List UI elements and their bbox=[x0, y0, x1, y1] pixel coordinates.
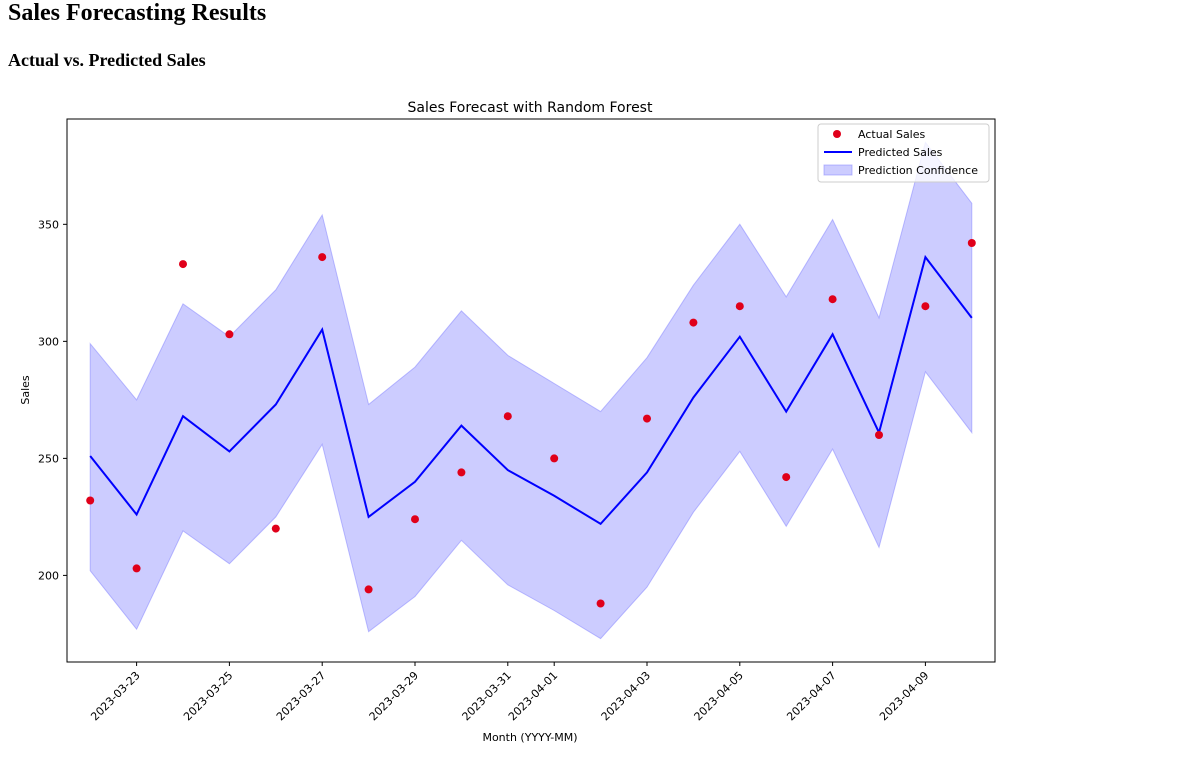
actual-sales-point bbox=[735, 302, 744, 311]
x-tick-label: 2023-04-05 bbox=[692, 669, 746, 723]
actual-sales-point bbox=[875, 431, 883, 439]
confidence-band bbox=[89, 141, 973, 640]
y-tick-label: 350 bbox=[38, 218, 59, 231]
actual-sales-point bbox=[225, 330, 234, 339]
x-axis-ticks: 2023-03-23 2023-03-25 2023-03-27 2023-03-29… bbox=[88, 662, 932, 723]
x-tick-label: 2023-03-23 bbox=[88, 669, 142, 723]
y-tick-label: 200 bbox=[38, 569, 59, 582]
actual-sales-point bbox=[271, 524, 280, 533]
actual-sales-point bbox=[86, 496, 95, 505]
actual-sales-point bbox=[921, 302, 930, 311]
chart-title: Sales Forecast with Random Forest bbox=[408, 100, 653, 116]
legend: Actual Sales Predicted Sales Prediction … bbox=[817, 123, 990, 183]
x-tick-label: 2023-04-09 bbox=[877, 669, 931, 723]
actual-sales-point bbox=[643, 414, 651, 423]
y-axis-ticks: 200 250 300 350 bbox=[38, 218, 67, 582]
x-tick-label: 2023-03-27 bbox=[274, 669, 328, 723]
actual-sales-point bbox=[550, 454, 559, 463]
y-tick-label: 300 bbox=[38, 335, 59, 348]
legend-box bbox=[817, 123, 990, 183]
legend-confidence-marker bbox=[823, 164, 853, 176]
plot-frame bbox=[66, 118, 996, 663]
legend-confidence-label: Prediction Confidence bbox=[858, 164, 978, 177]
predicted-sales-line bbox=[89, 254, 973, 526]
page-title: Sales Forecasting Results bbox=[8, 0, 267, 26]
actual-sales-point bbox=[689, 318, 698, 327]
y-tick-label: 250 bbox=[38, 452, 59, 465]
actual-sales-point bbox=[132, 564, 141, 573]
actual-sales-point bbox=[967, 239, 976, 247]
actual-sales-point bbox=[179, 260, 187, 269]
confidence-band-layer bbox=[89, 141, 973, 640]
x-tick-label: 2023-04-07 bbox=[784, 669, 838, 723]
actual-sales-point bbox=[318, 253, 327, 262]
actual-sales-point bbox=[596, 599, 605, 608]
x-tick-label: 2023-03-29 bbox=[367, 669, 421, 723]
y-axis-label: Sales bbox=[19, 375, 32, 405]
legend-predicted-label: Predicted Sales bbox=[858, 146, 943, 159]
actual-sales-point bbox=[828, 295, 837, 304]
actual-sales-point bbox=[457, 468, 466, 477]
x-tick-label: 2023-04-03 bbox=[599, 669, 653, 723]
actual-sales-point bbox=[503, 412, 512, 421]
x-axis-label: Month (YYYY-MM) bbox=[482, 731, 577, 744]
page-subtitle: Actual vs. Predicted Sales bbox=[8, 50, 206, 70]
x-tick-label: 2023-03-25 bbox=[181, 669, 235, 723]
predicted-line-layer bbox=[89, 254, 973, 526]
x-tick-label: 2023-04-01 bbox=[506, 669, 560, 723]
legend-actual-label: Actual Sales bbox=[858, 128, 926, 141]
actual-points-layer bbox=[86, 239, 976, 608]
actual-sales-point bbox=[782, 473, 791, 482]
actual-sales-point bbox=[364, 585, 373, 594]
actual-sales-point bbox=[411, 515, 419, 524]
sales-forecast-chart: Sales Forecast with Random Forest 200 250… bbox=[19, 100, 996, 744]
legend-actual-marker bbox=[833, 130, 841, 138]
